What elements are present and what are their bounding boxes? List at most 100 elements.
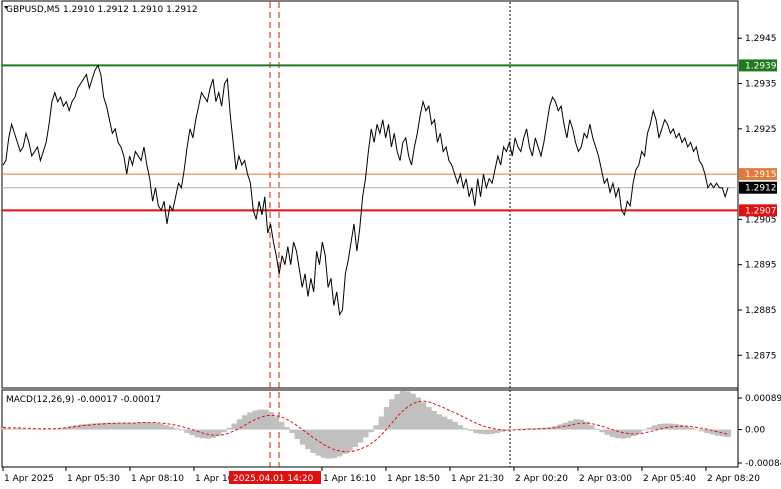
macd-hist-bar bbox=[389, 399, 395, 430]
time-tick-label: 1 Apr 08:10 bbox=[131, 474, 184, 484]
macd-hist-bar bbox=[26, 429, 33, 430]
macd-hist-bar bbox=[200, 429, 206, 439]
macd-hist-bar bbox=[373, 425, 380, 430]
time-tick-label: 1 Apr 05:30 bbox=[67, 474, 120, 484]
macd-hist-bar bbox=[452, 421, 458, 430]
macd-hist-bar bbox=[699, 429, 705, 432]
macd-hist-bar bbox=[257, 409, 264, 430]
macd-hist-bar bbox=[315, 429, 322, 456]
macd-hist-bar bbox=[47, 429, 54, 430]
macd-hist-bar bbox=[362, 429, 369, 438]
macd-header: MACD(12,26,9) -0.00017 -0.00017 bbox=[6, 395, 161, 405]
time-tick-label: 2 Apr 05:40 bbox=[643, 474, 696, 484]
macd-hist-bar bbox=[79, 424, 85, 430]
level-tag-bg bbox=[739, 168, 777, 181]
macd-hist-bar bbox=[121, 422, 127, 430]
macd-hist-bar bbox=[42, 429, 49, 431]
macd-hist-bar bbox=[284, 426, 290, 430]
level-tag-1.2907: 1.2907 bbox=[745, 206, 777, 216]
macd-hist-bar bbox=[94, 423, 101, 430]
macd-hist-bar bbox=[63, 427, 70, 430]
macd-hist-bar bbox=[357, 429, 364, 443]
macd-hist-bar bbox=[594, 428, 600, 430]
level-tag-bg bbox=[739, 59, 777, 72]
macd-hist-bar bbox=[110, 422, 117, 430]
macd-hist-bar bbox=[693, 429, 700, 431]
price-tick-label: 1.2925 bbox=[745, 125, 777, 135]
macd-hist-bar bbox=[494, 429, 500, 434]
macd-hist-bar bbox=[457, 425, 464, 430]
macd-hist-bar bbox=[431, 410, 437, 430]
macd-hist-bar bbox=[720, 429, 726, 437]
macd-hist-bar bbox=[583, 421, 590, 430]
macd-hist-bar bbox=[415, 397, 422, 430]
macd-hist-bar bbox=[226, 427, 232, 430]
macd-hist-bar bbox=[399, 391, 406, 430]
time-tick-label: 1 Apr 2025 bbox=[4, 474, 54, 484]
macd-hist-bar bbox=[410, 393, 416, 430]
macd-hist-bar bbox=[688, 427, 695, 430]
symbol-header: GBPUSD,M5 1.2910 1.2912 1.2910 1.2912 bbox=[6, 5, 198, 15]
macd-hist-bar bbox=[179, 429, 185, 431]
macd-hist-bar bbox=[347, 429, 353, 451]
macd-signal-line bbox=[2, 400, 729, 453]
macd-hist-bar bbox=[504, 429, 511, 431]
macd-hist-bar bbox=[10, 428, 17, 430]
macd-hist-bar bbox=[37, 429, 43, 430]
macd-hist-bar bbox=[599, 429, 605, 433]
macd-hist-bar bbox=[21, 428, 28, 430]
collapse-triangle-icon[interactable] bbox=[4, 6, 8, 9]
macd-hist-bar bbox=[152, 423, 159, 430]
macd-hist-bar bbox=[194, 429, 201, 438]
time-tick-label: 1 Apr 10 bbox=[195, 474, 234, 484]
macd-hist-bar bbox=[651, 425, 658, 430]
macd-hist-bar bbox=[336, 429, 343, 457]
macd-hist-bar bbox=[714, 429, 721, 436]
time-highlight-label: 2025.04.01 14:20 bbox=[233, 474, 314, 484]
macd-hist-bar bbox=[446, 419, 453, 430]
macd-hist-bar bbox=[646, 427, 653, 430]
macd-hist-bar bbox=[89, 423, 96, 430]
price-tick-label: 1.2895 bbox=[745, 261, 777, 271]
macd-hist-bar bbox=[5, 428, 12, 430]
macd-hist-bar bbox=[268, 412, 274, 430]
main-panel-frame bbox=[1, 0, 739, 389]
price-tick-label: 1.2905 bbox=[745, 215, 777, 225]
macd-hist-bar bbox=[100, 422, 106, 430]
macd-hist-bar bbox=[263, 409, 269, 430]
macd-tick-label: 0.00089 bbox=[745, 394, 781, 404]
macd-hist-bar bbox=[310, 429, 316, 453]
macd-hist-bar bbox=[641, 429, 647, 431]
macd-hist-bar bbox=[115, 422, 122, 430]
macd-hist-bar bbox=[425, 407, 432, 430]
macd-hist-bar bbox=[473, 429, 479, 434]
macd-hist-bar bbox=[383, 407, 390, 430]
main-layer bbox=[2, 2, 738, 467]
macd-hist-bar bbox=[173, 428, 180, 430]
level-tag-bg bbox=[739, 181, 777, 194]
macd-hist-bar bbox=[147, 422, 154, 430]
macd-tick-label: 0.00 bbox=[745, 426, 765, 436]
price-tick-label: 1.2885 bbox=[745, 306, 777, 316]
macd-hist-bar bbox=[73, 425, 80, 430]
macd-hist-bar bbox=[588, 425, 595, 430]
level-tag-1.2939: 1.2939 bbox=[745, 61, 777, 71]
macd-hist-bar bbox=[604, 429, 611, 435]
macd-hist-bar bbox=[136, 422, 143, 430]
macd-hist-bar bbox=[326, 429, 332, 459]
macd-hist-bar bbox=[704, 429, 711, 434]
macd-hist-bar bbox=[488, 429, 495, 434]
macd-hist-bar bbox=[58, 428, 64, 430]
macd-hist-bar bbox=[636, 429, 642, 434]
macd-hist-bar bbox=[331, 429, 337, 459]
macd-hist-bar bbox=[436, 414, 443, 430]
macd-hist-bar bbox=[404, 391, 411, 430]
macd-hist-bar bbox=[578, 419, 584, 430]
macd-hist-bar bbox=[221, 429, 227, 433]
time-tick-label: 2 Apr 08:20 bbox=[707, 474, 760, 484]
macd-hist-bar bbox=[273, 416, 280, 430]
macd-hist-bar bbox=[573, 419, 579, 430]
macd-hist-bar bbox=[420, 402, 427, 430]
